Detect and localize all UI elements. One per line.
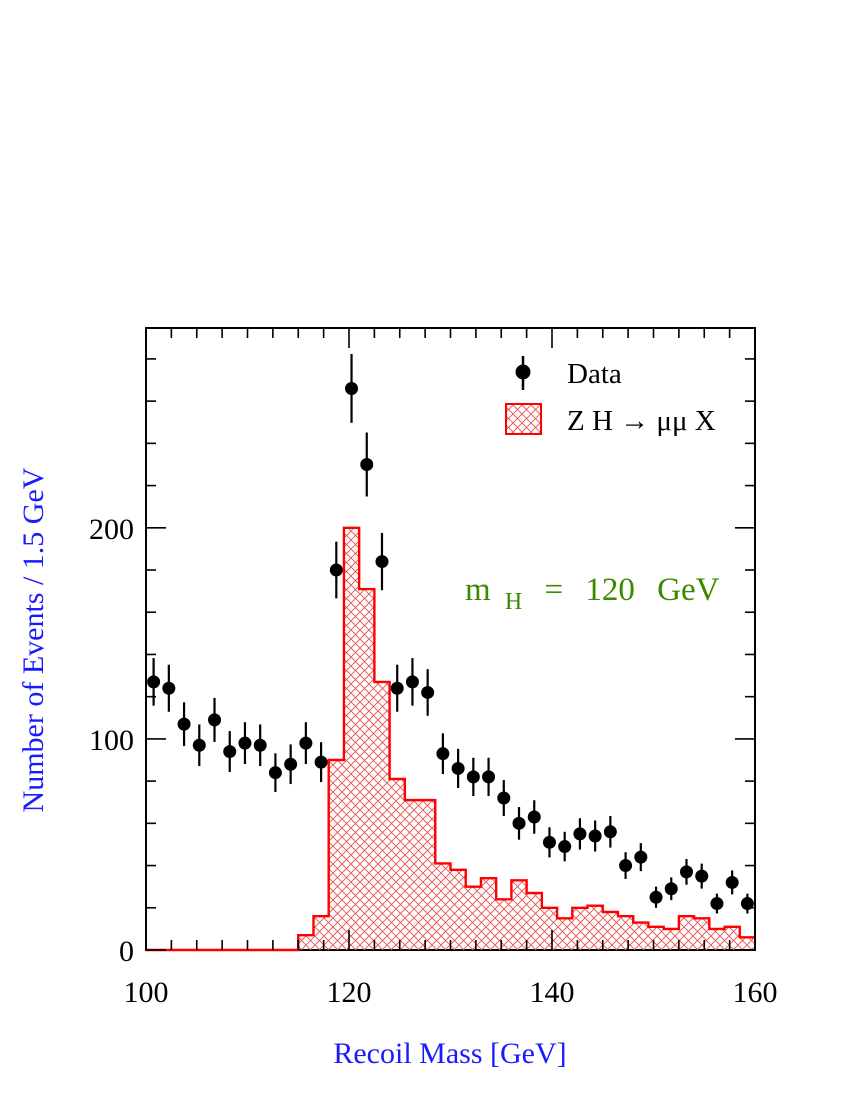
data-point	[664, 882, 678, 896]
data-point	[634, 850, 648, 864]
data-point	[162, 681, 176, 695]
data-point	[208, 713, 222, 727]
data-point	[284, 757, 298, 771]
data-point	[512, 816, 526, 830]
data-point	[147, 675, 161, 689]
legend-signal-label: Z H → μμ X	[567, 405, 716, 437]
legend-signal-box	[505, 403, 542, 435]
data-point	[482, 770, 496, 784]
data-point	[360, 457, 374, 471]
mass-equals: =	[545, 572, 564, 608]
x-tick-label: 120	[327, 976, 372, 1009]
signal-histogram	[146, 526, 755, 952]
data-point	[542, 835, 556, 849]
mass-unit: GeV	[657, 572, 719, 608]
data-point	[436, 747, 450, 761]
y-axis-title: Number of Events / 1.5 GeV	[17, 467, 50, 812]
mass-value: 120	[585, 572, 635, 608]
mass-symbol: m	[465, 572, 491, 608]
data-point	[679, 865, 693, 879]
data-point	[649, 890, 663, 904]
mass-subscript: H	[505, 589, 522, 615]
data-point	[466, 770, 480, 784]
y-tick-label: 100	[89, 724, 134, 757]
legend-data-label: Data	[567, 358, 622, 390]
data-point	[497, 791, 511, 805]
data-point	[223, 745, 237, 759]
data-point	[299, 736, 313, 750]
x-tick-label: 100	[124, 976, 169, 1009]
data-point	[329, 563, 343, 577]
data-points	[147, 354, 754, 914]
data-point	[558, 840, 572, 854]
x-tick-label: 160	[733, 976, 778, 1009]
x-tick-label: 140	[530, 976, 575, 1009]
data-point	[451, 761, 465, 775]
data-point	[253, 738, 267, 752]
data-point	[390, 681, 404, 695]
y-tick-label: 200	[89, 513, 134, 546]
data-point	[314, 755, 328, 769]
data-point	[588, 829, 602, 843]
data-point	[527, 810, 541, 824]
data-point	[177, 717, 191, 731]
legend-data-marker	[515, 364, 531, 380]
data-point	[710, 897, 724, 911]
data-point	[375, 555, 389, 569]
mass-annotation: m H = 120 GeV	[465, 572, 720, 617]
data-point	[421, 685, 435, 699]
legend: Data Z H → μμ X	[505, 356, 716, 437]
data-point	[695, 869, 709, 883]
signal-outline	[146, 526, 755, 952]
data-point	[740, 897, 754, 911]
data-point	[573, 827, 587, 841]
x-axis-title: Recoil Mass [GeV]	[333, 1037, 566, 1070]
data-point	[405, 675, 419, 689]
data-point	[603, 825, 617, 839]
data-point	[619, 859, 633, 873]
data-point	[725, 875, 739, 889]
data-point	[192, 738, 206, 752]
data-point	[345, 381, 359, 395]
axis-ticks: 100 120 140 160 0 100 200	[89, 328, 778, 1009]
data-point	[268, 766, 282, 780]
data-point	[238, 736, 252, 750]
y-tick-label: 0	[119, 935, 134, 968]
